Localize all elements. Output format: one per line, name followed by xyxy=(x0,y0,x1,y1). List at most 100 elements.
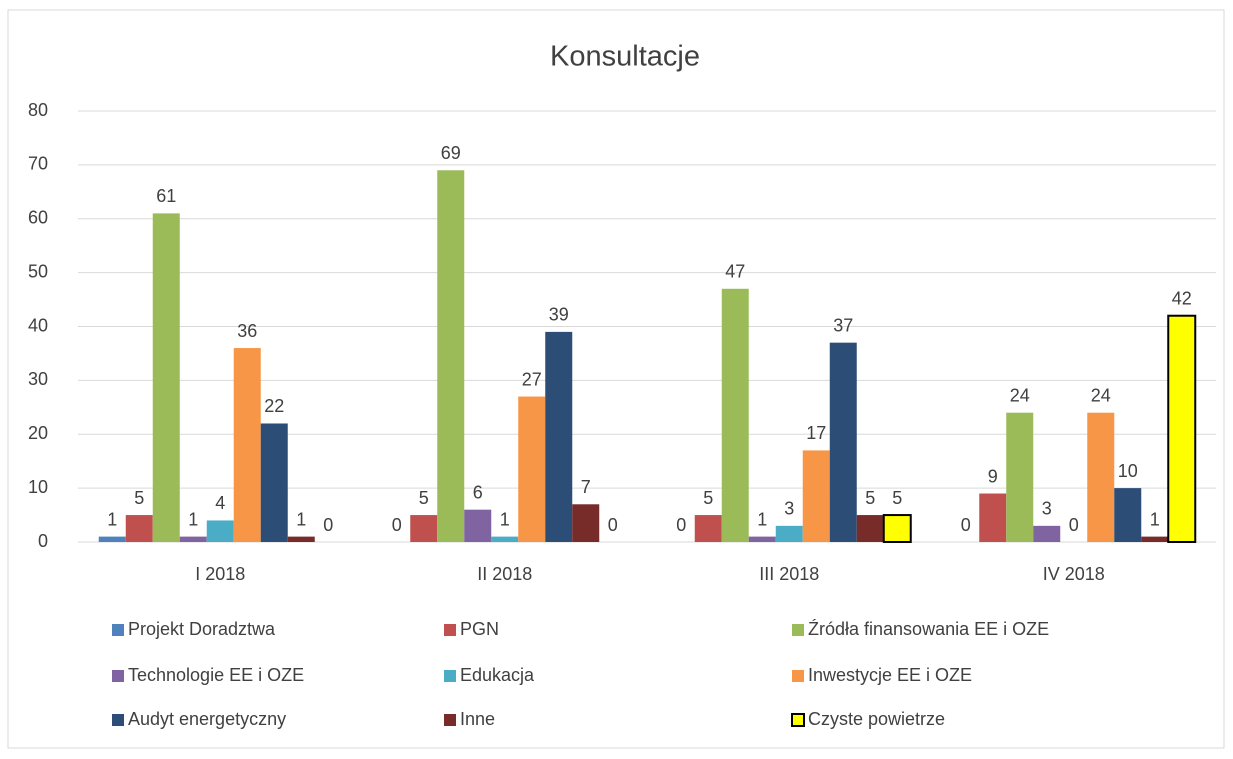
bar xyxy=(410,515,438,542)
data-label: 1 xyxy=(188,509,198,529)
data-label: 37 xyxy=(833,315,853,335)
data-label: 1 xyxy=(296,509,306,529)
data-label: 1 xyxy=(107,509,117,529)
bar xyxy=(518,396,546,542)
bar xyxy=(179,536,207,542)
legend-label: Źródła finansowania EE i OZE xyxy=(808,619,1049,639)
legend-swatch xyxy=(792,670,804,682)
chart-border xyxy=(7,9,1225,749)
data-label: 1 xyxy=(1150,509,1160,529)
legend-swatch xyxy=(444,714,456,726)
bar xyxy=(152,213,180,543)
bar xyxy=(464,509,492,542)
data-label: 9 xyxy=(988,466,998,486)
bar xyxy=(206,520,234,542)
legend-swatch xyxy=(112,714,124,726)
data-label: 0 xyxy=(961,515,971,535)
bar xyxy=(1033,525,1061,542)
data-label: 47 xyxy=(725,262,745,282)
bar xyxy=(721,288,749,542)
data-label: 5 xyxy=(865,488,875,508)
bar xyxy=(260,423,288,542)
legend-swatch xyxy=(444,624,456,636)
data-label: 7 xyxy=(581,477,591,497)
bar xyxy=(775,525,803,542)
data-label: 5 xyxy=(419,488,429,508)
data-label: 3 xyxy=(784,499,794,519)
bar xyxy=(125,515,153,542)
legend-label: Audyt energetyczny xyxy=(128,709,286,729)
data-label: 61 xyxy=(156,186,176,206)
bar xyxy=(1087,412,1115,542)
bar xyxy=(572,504,600,542)
data-label: 6 xyxy=(473,482,483,502)
legend-swatch xyxy=(444,670,456,682)
data-label: 42 xyxy=(1172,288,1192,308)
y-tick-label: 20 xyxy=(28,423,48,443)
data-label: 5 xyxy=(703,488,713,508)
data-label: 0 xyxy=(676,515,686,535)
legend-label: Czyste powietrze xyxy=(808,709,945,729)
data-label: 1 xyxy=(757,509,767,529)
bar xyxy=(829,342,857,542)
legend-swatch xyxy=(112,670,124,682)
data-label: 22 xyxy=(264,396,284,416)
y-tick-label: 40 xyxy=(28,315,48,335)
legend-label: Projekt Doradztwa xyxy=(128,619,276,639)
x-tick-label: II 2018 xyxy=(477,564,532,584)
bar xyxy=(882,514,912,543)
data-label: 24 xyxy=(1010,385,1030,405)
legend-label: Edukacja xyxy=(460,665,535,685)
data-label: 0 xyxy=(323,515,333,535)
bar xyxy=(98,536,126,542)
bar xyxy=(287,536,315,542)
bar xyxy=(1167,314,1197,543)
bar xyxy=(802,450,830,542)
bar xyxy=(694,515,722,542)
y-tick-label: 0 xyxy=(38,531,48,551)
bar xyxy=(437,170,465,542)
data-label: 3 xyxy=(1042,499,1052,519)
data-label: 10 xyxy=(1118,461,1138,481)
data-label: 0 xyxy=(1069,515,1079,535)
data-label: 4 xyxy=(215,493,225,513)
x-tick-label: III 2018 xyxy=(759,564,819,584)
legend-label: Inne xyxy=(460,709,495,729)
data-label: 5 xyxy=(892,488,902,508)
data-label: 1 xyxy=(500,509,510,529)
bar xyxy=(748,536,776,542)
legend-label: Technologie EE i OZE xyxy=(128,665,304,685)
bar xyxy=(1114,488,1142,542)
y-tick-label: 50 xyxy=(28,261,48,281)
legend-swatch xyxy=(791,713,805,727)
data-label: 0 xyxy=(392,515,402,535)
data-label: 0 xyxy=(608,515,618,535)
data-label: 17 xyxy=(806,423,826,443)
bar xyxy=(1006,412,1034,542)
y-tick-label: 70 xyxy=(28,154,48,174)
y-tick-label: 10 xyxy=(28,477,48,497)
bar xyxy=(491,536,519,542)
legend-swatch xyxy=(112,624,124,636)
data-label: 69 xyxy=(441,143,461,163)
legend-label: PGN xyxy=(460,619,499,639)
bar xyxy=(979,493,1007,542)
chart-title: Konsultacje xyxy=(550,41,700,73)
data-label: 24 xyxy=(1091,385,1111,405)
bar xyxy=(545,331,573,542)
data-label: 5 xyxy=(134,488,144,508)
x-tick-label: IV 2018 xyxy=(1043,564,1105,584)
bar xyxy=(1141,536,1169,542)
data-label: 36 xyxy=(237,321,257,341)
x-tick-label: I 2018 xyxy=(195,564,245,584)
y-tick-label: 80 xyxy=(28,100,48,120)
data-label: 39 xyxy=(549,305,569,325)
y-tick-label: 30 xyxy=(28,369,48,389)
bar xyxy=(233,348,261,542)
bar xyxy=(856,515,884,542)
legend-swatch xyxy=(792,624,804,636)
data-label: 27 xyxy=(522,369,542,389)
legend-label: Inwestycje EE i OZE xyxy=(808,665,972,685)
y-tick-label: 60 xyxy=(28,208,48,228)
